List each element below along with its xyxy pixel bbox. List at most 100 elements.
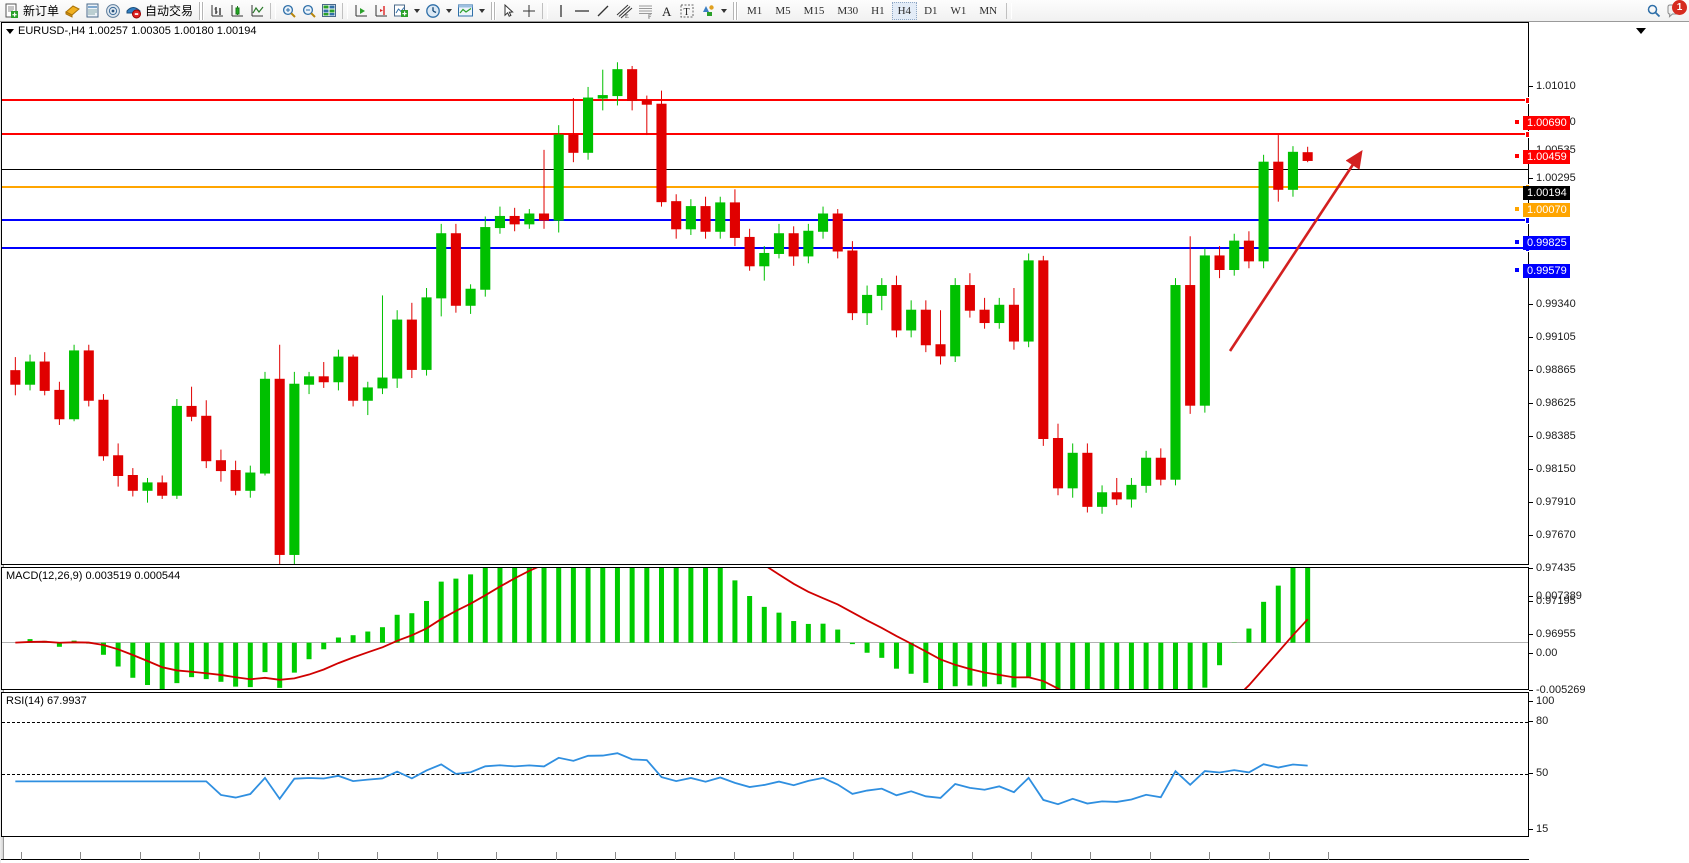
equidistant-channel-icon[interactable]: E	[613, 1, 635, 21]
crosshair-icon[interactable]	[519, 1, 539, 21]
toolbar-grip-2[interactable]	[491, 1, 497, 20]
rsi-guide-50	[2, 774, 1528, 775]
axis-tick: 0.97670	[1529, 529, 1576, 541]
rsi-axis-tick: 15	[1529, 823, 1548, 835]
data-window-icon[interactable]	[319, 1, 339, 21]
toolbar-grip-3[interactable]	[733, 1, 739, 20]
chart-workspace[interactable]: EURUSD-,H4 1.00257 1.00305 1.00180 1.001…	[0, 22, 1689, 863]
macd-series	[2, 568, 1528, 689]
price-pane-title: EURUSD-,H4 1.00257 1.00305 1.00180 1.001…	[6, 25, 257, 37]
new-order-label[interactable]: 新订单	[23, 3, 60, 18]
text-label-icon[interactable]: A	[657, 1, 677, 21]
timeframe-m30[interactable]: M30	[837, 4, 859, 17]
templates-icon[interactable]	[455, 1, 476, 21]
axis-tick: 0.97195	[1529, 595, 1576, 607]
price-axis[interactable]: 1.01010 1.00770 1.00535 1.00295 0.99340 …	[1514, 28, 1689, 837]
new-order-icon[interactable]	[2, 1, 22, 21]
time-tick	[1149, 852, 1151, 860]
time-tick	[852, 852, 854, 860]
autotrading-icon[interactable]	[123, 1, 144, 21]
time-tick	[1209, 852, 1211, 860]
resistance-price-flag[interactable]: 1.00690	[1514, 116, 1570, 130]
chevron-down-icon-2[interactable]	[446, 8, 453, 13]
timeframe-m5[interactable]: M5	[775, 4, 791, 17]
main-toolbar: 新订单	[0, 0, 1689, 22]
chart-menu-caret-icon[interactable]	[1636, 28, 1646, 34]
market-watch-icon[interactable]	[83, 1, 103, 21]
shift-start-icon[interactable]	[351, 1, 371, 21]
candlestick-chart-icon[interactable]	[227, 1, 247, 21]
trendline-icon[interactable]	[593, 1, 613, 21]
time-tick	[496, 852, 498, 860]
time-tick	[21, 852, 22, 860]
alerts-icon[interactable]: 1	[1664, 0, 1687, 21]
period-icon[interactable]	[423, 1, 443, 21]
price-pane-title-text: EURUSD-,H4 1.00257 1.00305 1.00180 1.001…	[18, 25, 257, 37]
signals-icon[interactable]	[103, 1, 123, 21]
toolbar-grip[interactable]	[199, 1, 205, 20]
time-tick	[615, 852, 617, 860]
svg-text:F: F	[648, 14, 652, 19]
rsi-pane-title: RSI(14) 67.9937	[6, 695, 87, 707]
vertical-line-icon[interactable]	[551, 1, 571, 21]
rsi-axis-tick: 100	[1529, 695, 1554, 707]
rsi-pane[interactable]: RSI(14) 67.9937	[1, 692, 1529, 837]
timeframe-h4[interactable]: H4	[891, 1, 918, 20]
macd-axis-tick: 0.007389	[1529, 590, 1582, 602]
zoom-in-icon[interactable]	[279, 1, 299, 21]
chevron-down-icon-3[interactable]	[479, 8, 486, 13]
time-tick	[1328, 852, 1329, 860]
time-tick	[912, 852, 914, 860]
auto-trading-label[interactable]: 自动交易	[145, 3, 194, 18]
candlestick-series	[10, 62, 1313, 564]
time-axis[interactable]: 18 Oct 202218 Oct 20:0019 Oct 12:0020 Oc…	[1, 852, 1529, 863]
toolbar-separator-2	[342, 2, 349, 19]
collapse-triangle-icon[interactable]	[6, 28, 14, 34]
text-box-icon[interactable]: T	[677, 1, 697, 21]
pivot-price-flag[interactable]: 1.00070	[1514, 203, 1570, 217]
time-tick	[555, 852, 557, 860]
time-tick	[258, 852, 260, 860]
time-tick	[139, 852, 141, 860]
time-tick	[733, 852, 735, 860]
timeframe-m1[interactable]: M1	[747, 4, 763, 17]
price-chart-pane[interactable]: EURUSD-,H4 1.00257 1.00305 1.00180 1.001…	[1, 22, 1532, 565]
timeframe-mn[interactable]: MN	[979, 4, 998, 17]
chevron-down-icon-4[interactable]	[721, 8, 728, 13]
macd-pane[interactable]: MACD(12,26,9) 0.003519 0.000544	[1, 567, 1529, 690]
fibonacci-icon[interactable]: F	[635, 1, 657, 21]
time-tick	[1030, 852, 1032, 860]
add-indicator-icon[interactable]	[391, 1, 411, 21]
timeframe-w1[interactable]: W1	[950, 4, 967, 17]
bar-chart-icon[interactable]	[207, 1, 227, 21]
rsi-guide-80	[2, 722, 1528, 723]
toolbar-separator-4	[1006, 2, 1013, 19]
axis-tick: 0.98385	[1529, 430, 1576, 442]
shapes-icon[interactable]	[697, 1, 718, 21]
timeframe-h1[interactable]: H1	[871, 4, 885, 17]
time-tick	[674, 852, 676, 860]
current-price-line	[2, 169, 1528, 170]
cursor-icon[interactable]	[499, 1, 519, 21]
timeframe-m15[interactable]: M15	[803, 4, 825, 17]
resistance-price-flag[interactable]: 1.00459	[1514, 150, 1570, 164]
shift-end-icon[interactable]	[371, 1, 391, 21]
timeframe-group: M1 M5 M15 M30 H1 H4 D1 W1 MN	[741, 1, 1003, 20]
support-price-flag[interactable]: 0.99825	[1514, 236, 1570, 250]
zoom-out-icon[interactable]	[299, 1, 319, 21]
macd-axis-tick: 0.00	[1529, 647, 1557, 659]
line-chart-icon[interactable]	[247, 1, 267, 21]
chevron-down-icon[interactable]	[414, 8, 421, 13]
current-price-flag: 1.00194	[1523, 186, 1570, 200]
rsi-axis-tick: 50	[1529, 767, 1548, 779]
alert-count-badge: 1	[1672, 0, 1687, 15]
horizontal-line-icon[interactable]	[571, 1, 593, 21]
svg-text:A: A	[662, 4, 672, 19]
support-price-flag[interactable]: 0.99579	[1514, 264, 1570, 278]
time-tick	[1090, 852, 1092, 860]
search-icon[interactable]	[1644, 1, 1664, 21]
indicators-icon[interactable]	[62, 1, 83, 21]
toolbar-separator	[270, 2, 277, 19]
timeframe-d1[interactable]: D1	[924, 4, 938, 17]
